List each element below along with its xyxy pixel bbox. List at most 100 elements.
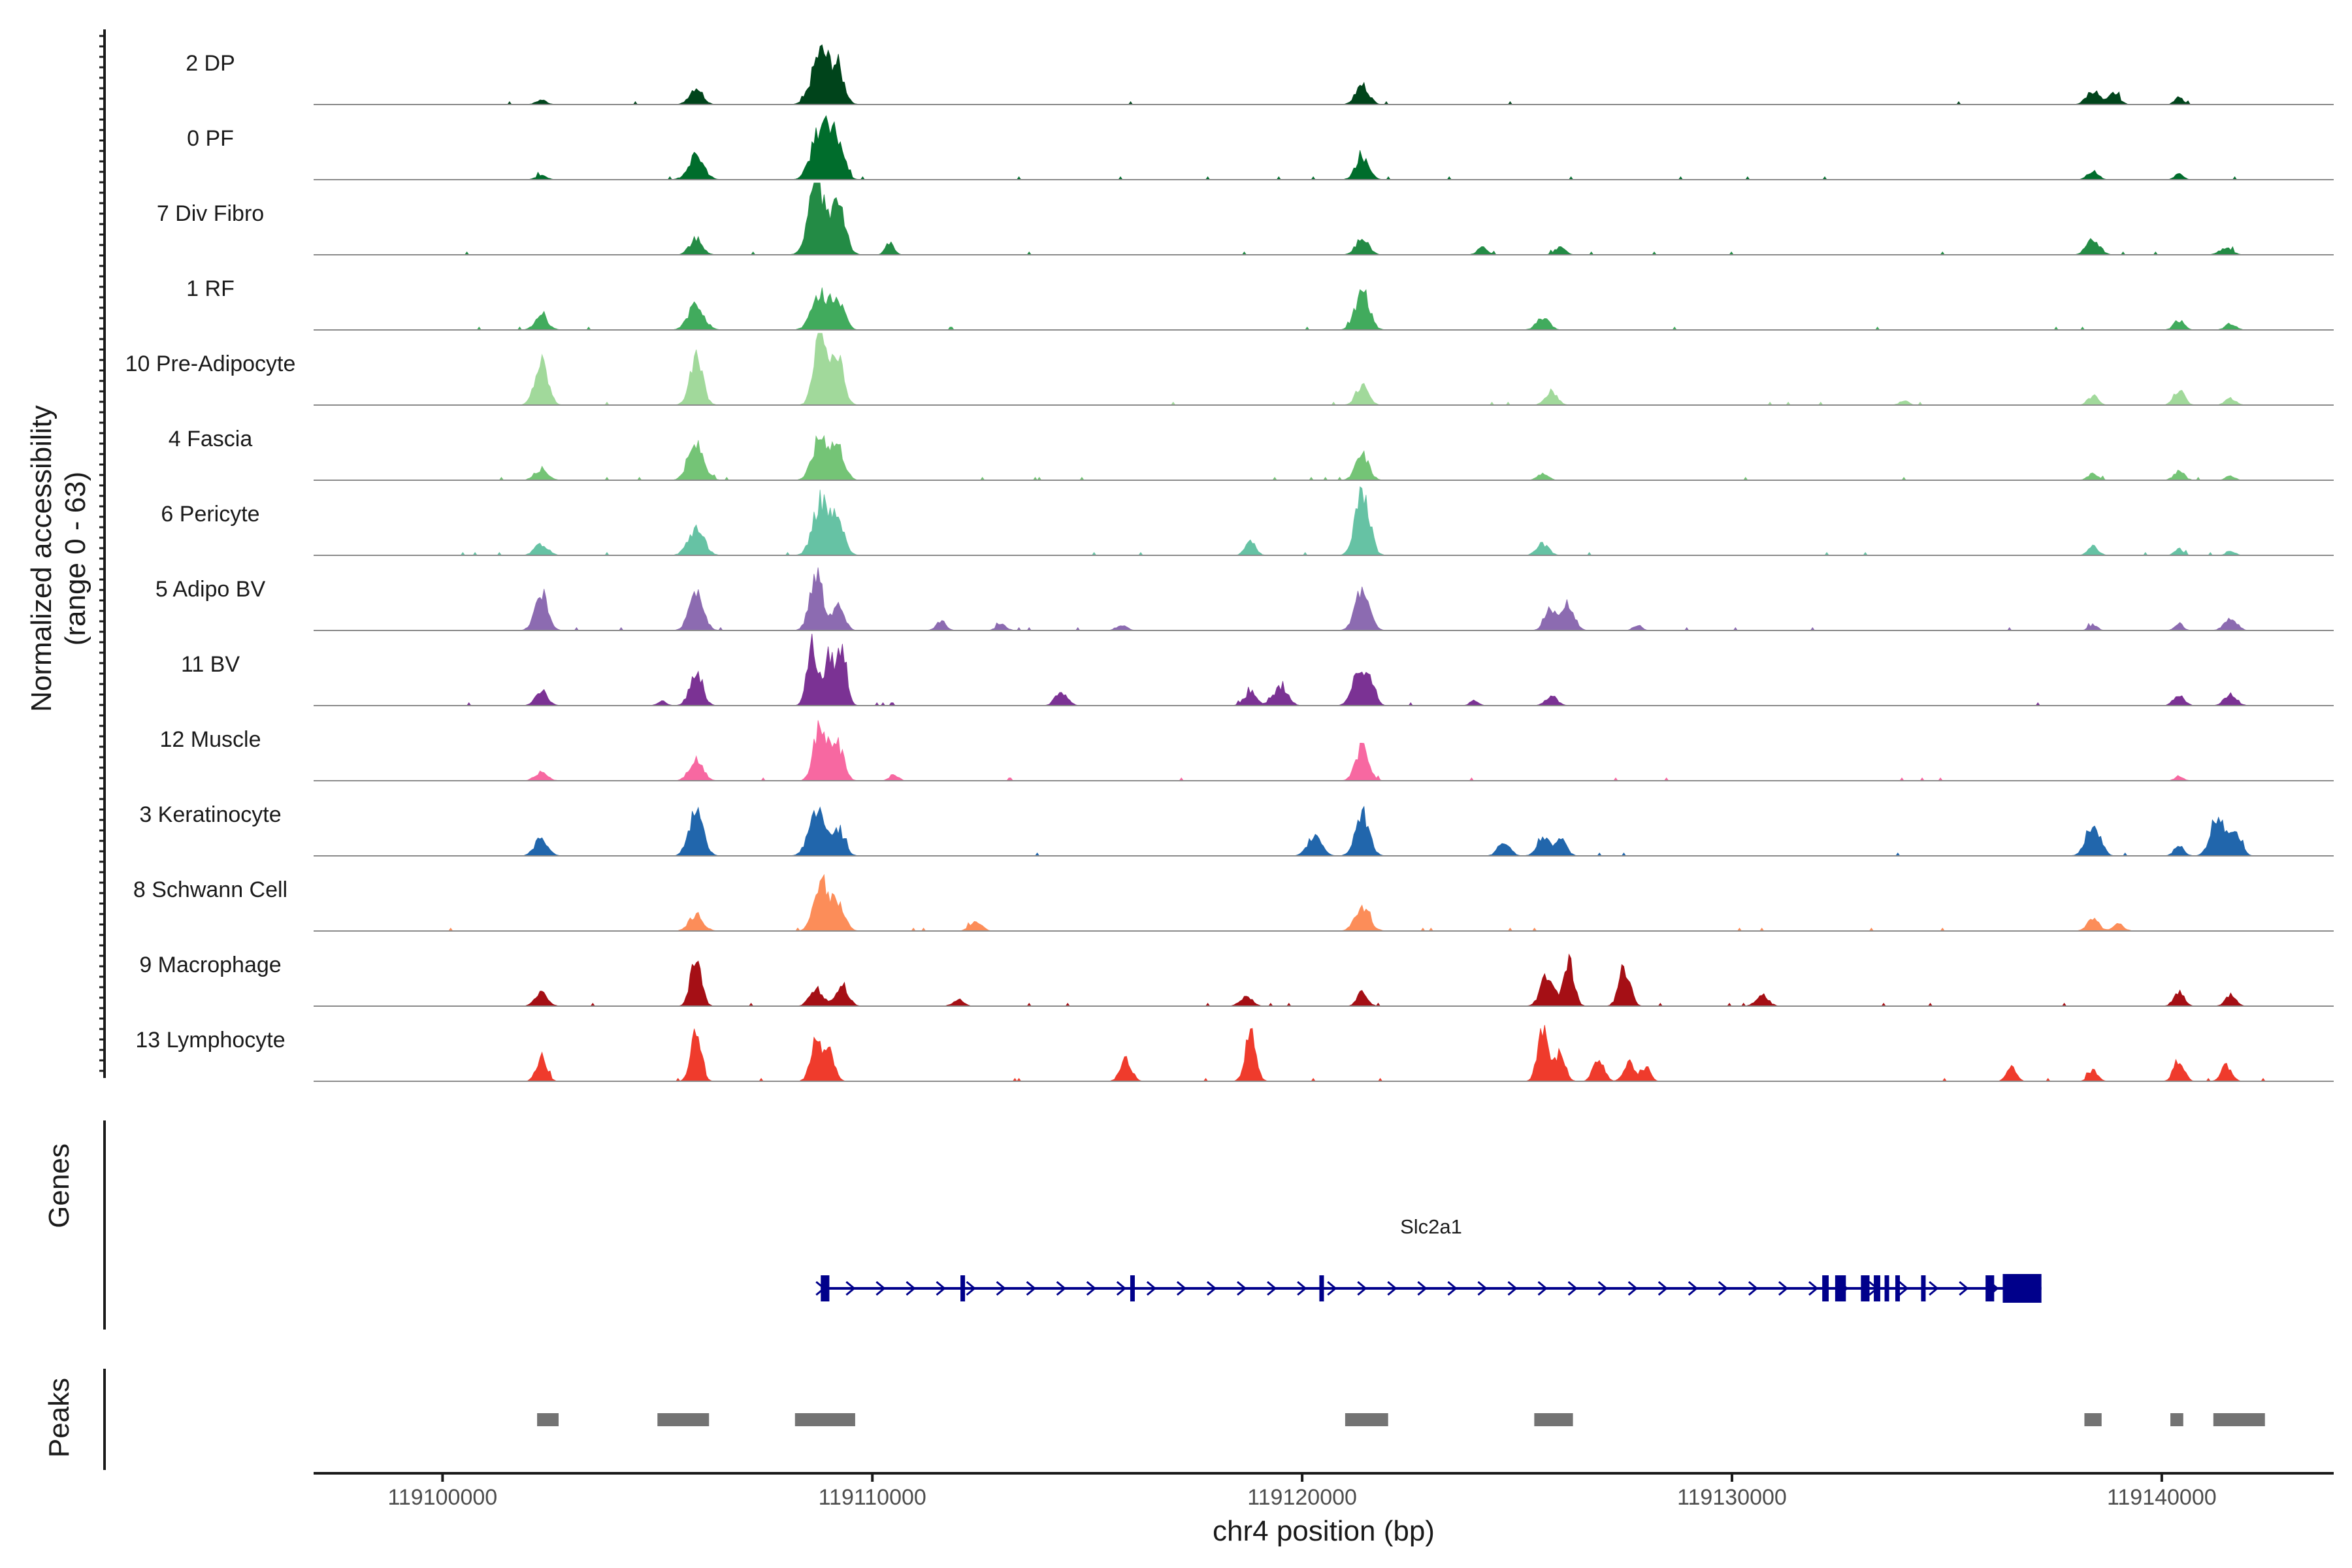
gene-exon [1319, 1275, 1324, 1301]
gene-exon [1884, 1275, 1889, 1301]
x-tick-label: 119100000 [388, 1485, 498, 1510]
strand-arrow [1778, 1281, 1789, 1296]
strand-arrow [1477, 1281, 1488, 1296]
strand-arrow [1447, 1281, 1458, 1296]
strand-arrow [1748, 1281, 1759, 1296]
gene-exon [2002, 1274, 2042, 1303]
track-9-macrophage: 9 Macrophage [139, 953, 2334, 1007]
gene-exon [1985, 1275, 1995, 1301]
strand-arrow [1507, 1281, 1518, 1296]
track-label: 5 Adipo BV [155, 577, 266, 602]
strand-arrow [1597, 1281, 1608, 1296]
strand-arrow [1267, 1281, 1277, 1296]
peak-regions [537, 1413, 2265, 1426]
strand-arrow [875, 1281, 886, 1296]
strand-arrow [1537, 1281, 1548, 1296]
peak-region [1345, 1413, 1388, 1426]
y-axis-label-line1: Normalized accessibility [25, 405, 57, 711]
strand-arrow [1237, 1281, 1247, 1296]
strand-arrow [1688, 1281, 1699, 1296]
track-1-rf: 1 RF [186, 276, 2334, 331]
track-4-fascia: 4 Fascia [169, 427, 2334, 481]
strand-arrow [996, 1281, 1006, 1296]
x-tick-label: 119140000 [2107, 1485, 2217, 1510]
strand-arrow [1116, 1281, 1127, 1296]
track-area [442, 874, 2270, 932]
track-area [442, 1024, 2270, 1082]
gene-exon [1861, 1275, 1870, 1301]
track-label: 9 Macrophage [139, 953, 281, 977]
track-6-pericyte: 6 Pericyte [161, 486, 2334, 556]
strand-arrow [1417, 1281, 1428, 1296]
track-area [442, 44, 2270, 105]
x-tick-label: 119110000 [819, 1485, 926, 1510]
track-area [442, 720, 2270, 781]
track-area [442, 633, 2270, 706]
y-axis-title: Normalized accessibility (range 0 - 63) [25, 405, 91, 711]
track-label: 0 PF [187, 126, 234, 151]
gene-name-label: Slc2a1 [1400, 1215, 1462, 1238]
track-area [442, 115, 2270, 180]
track-label: 13 Lymphocyte [135, 1028, 285, 1053]
strand-arrow [906, 1281, 916, 1296]
x-axis: 119100000 119110000 119120000 119130000 1191… [314, 1472, 2334, 1547]
strand-arrow [1206, 1281, 1217, 1296]
track-10-pre-adipocyte: 10 Pre-Adipocyte [125, 333, 2334, 406]
peak-region [1534, 1413, 1573, 1426]
track-label: 7 Div Fibro [157, 201, 264, 226]
strand-arrow [1627, 1281, 1639, 1296]
track-7-div-fibro: 7 Div Fibro [157, 182, 2334, 255]
strand-arrow [1176, 1281, 1187, 1296]
track-label: 2 DP [186, 51, 235, 76]
x-tick-label: 119130000 [1677, 1485, 1787, 1510]
track-area [442, 287, 2270, 331]
track-12-muscle: 12 Muscle [160, 720, 2334, 781]
track-area [442, 486, 2270, 556]
strand-arrow [1929, 1281, 1939, 1296]
track-13-lymphocyte: 13 Lymphocyte [135, 1024, 2334, 1082]
peak-region [794, 1413, 855, 1426]
gene-exon [821, 1275, 830, 1301]
x-tick-label: 119120000 [1247, 1485, 1357, 1510]
track-label: 3 Keratinocyte [139, 802, 281, 827]
peaks-panel-title: Peaks [43, 1378, 75, 1458]
strand-arrow [1658, 1281, 1669, 1296]
accessibility-tracks: 2 DP 0 PF 7 Div Fibro 1 RF 10 Pre-Adipocyte 4… [125, 44, 2334, 1082]
gene-exon [1874, 1275, 1880, 1301]
track-area [442, 953, 2270, 1007]
track-11-bv: 11 BV [181, 633, 2334, 706]
strand-arrow [1026, 1281, 1036, 1296]
strand-arrow [1567, 1281, 1578, 1296]
strand-arrow [1297, 1281, 1307, 1296]
track-label: 6 Pericyte [161, 502, 259, 527]
strand-arrow [845, 1281, 856, 1296]
track-3-keratinocyte: 3 Keratinocyte [139, 802, 2334, 857]
track-area [442, 182, 2270, 255]
gene-exon [960, 1275, 966, 1301]
gene-exon [1835, 1275, 1846, 1301]
track-label: 1 RF [186, 276, 235, 301]
track-area [442, 333, 2270, 406]
track-8-schwann-cell: 8 Schwann Cell [133, 874, 2334, 932]
gene-exon [1895, 1275, 1900, 1301]
strand-arrow [1959, 1281, 1969, 1296]
genes-panel: Genes Slc2a1 [43, 1120, 2042, 1330]
track-label: 10 Pre-Adipocyte [125, 351, 296, 376]
strand-arrow [1387, 1281, 1397, 1296]
track-label: 11 BV [181, 652, 240, 677]
gene-exon [1822, 1275, 1829, 1301]
y-axis-ticks [99, 35, 105, 1072]
peak-region [2084, 1413, 2102, 1426]
track-5-adipo-bv: 5 Adipo BV [155, 567, 2334, 631]
strand-arrow [1808, 1281, 1819, 1296]
track-label: 12 Muscle [160, 727, 261, 752]
strand-arrow [936, 1281, 946, 1296]
strand-arrow [966, 1281, 976, 1296]
gene-model [815, 1274, 2042, 1303]
track-area [442, 434, 2270, 481]
peak-region [537, 1413, 559, 1426]
strand-arrow [1718, 1281, 1729, 1296]
peak-region [2170, 1413, 2183, 1426]
x-axis-ticks: 119100000 119110000 119120000 119130000 1191… [388, 1473, 2217, 1510]
